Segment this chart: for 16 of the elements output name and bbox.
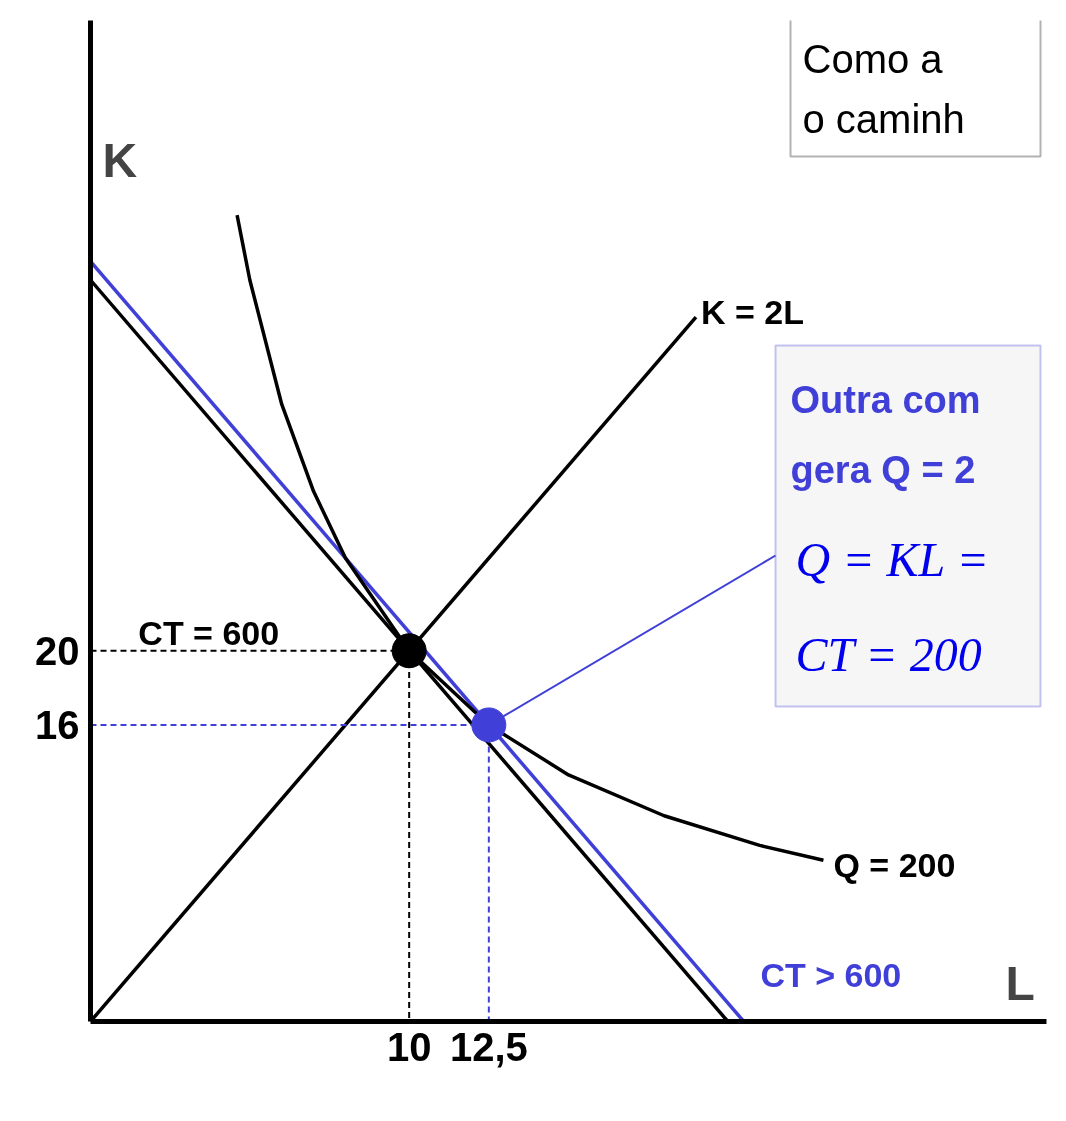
annotation: o caminh xyxy=(802,96,965,141)
annotation: CT = 200 xyxy=(795,627,982,681)
annotation: CT = 600 xyxy=(138,613,280,652)
y-axis-title: K xyxy=(102,133,138,187)
annotation: gera Q = 2 xyxy=(790,448,976,491)
x-tick-label: 12,5 xyxy=(449,1024,528,1069)
annotation: Q = KL = xyxy=(795,532,989,586)
annotation: K = 2L xyxy=(700,293,804,332)
annotation: Outra com xyxy=(790,378,981,421)
annotation: Como a xyxy=(802,36,944,81)
y-tick-label: 20 xyxy=(35,628,80,673)
annotation: Q = 200 xyxy=(833,846,956,885)
y-tick-label: 16 xyxy=(35,702,80,747)
x-axis-title: L xyxy=(1005,956,1035,1010)
annotation: CT > 600 xyxy=(760,955,902,994)
x-tick-label: 10 xyxy=(386,1024,432,1069)
